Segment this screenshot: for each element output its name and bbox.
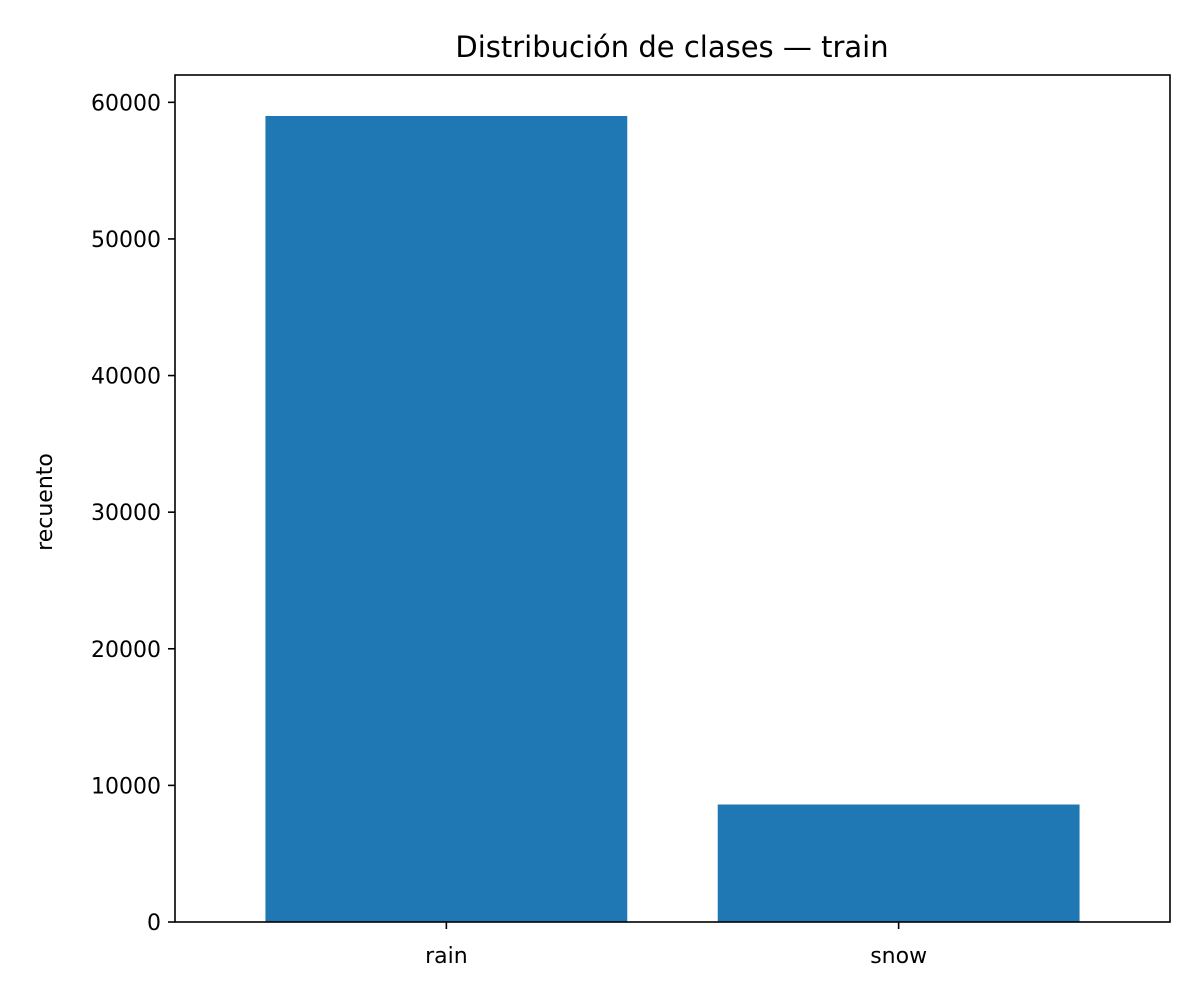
bar-rain bbox=[265, 115, 628, 922]
bar-snow bbox=[717, 804, 1080, 922]
y-tick-label: 30000 bbox=[91, 501, 161, 526]
x-tick-label-snow: snow bbox=[870, 944, 927, 969]
y-tick-label: 60000 bbox=[91, 91, 161, 116]
y-tick-label: 50000 bbox=[91, 228, 161, 253]
y-tick-label: 10000 bbox=[91, 774, 161, 799]
y-axis-label: recuento bbox=[33, 453, 58, 551]
chart-title: Distribución de clases — train bbox=[455, 30, 888, 64]
x-tick-label-rain: rain bbox=[425, 944, 468, 969]
y-tick-label: 0 bbox=[147, 911, 161, 936]
y-tick-label: 40000 bbox=[91, 365, 161, 390]
plot-frame bbox=[174, 74, 1171, 923]
y-tick-label: 20000 bbox=[91, 638, 161, 663]
plot-area: 0 10000 20000 30000 40000 50000 60000 rain snow bbox=[91, 74, 1171, 969]
